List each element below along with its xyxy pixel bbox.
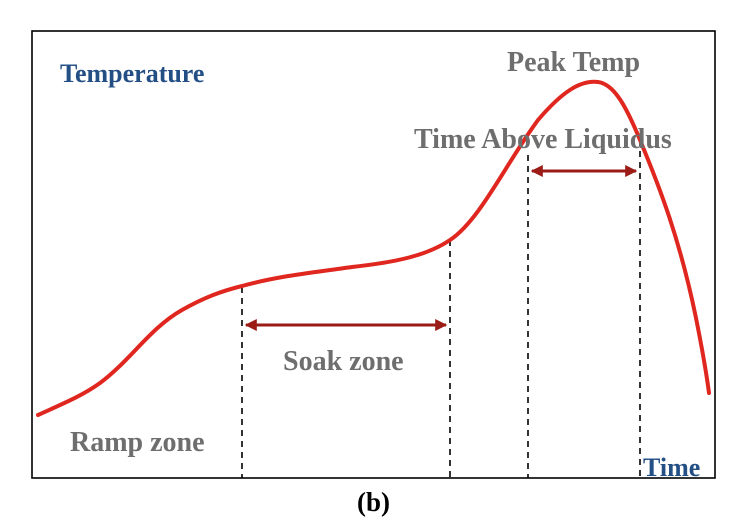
ramp-zone-label: Ramp zone <box>70 427 205 458</box>
x-axis-label: Time <box>643 453 700 482</box>
figure-caption: (b) <box>357 487 390 517</box>
plot-frame <box>31 30 716 479</box>
peak-temp-label: Peak Temp <box>507 47 640 78</box>
soak-zone-label: Soak zone <box>283 346 404 377</box>
time-above-liquidus-label: Time Above Liquidus <box>414 124 672 155</box>
temperature-profile-curve <box>36 79 711 417</box>
y-axis-label: Temperature <box>60 59 204 88</box>
